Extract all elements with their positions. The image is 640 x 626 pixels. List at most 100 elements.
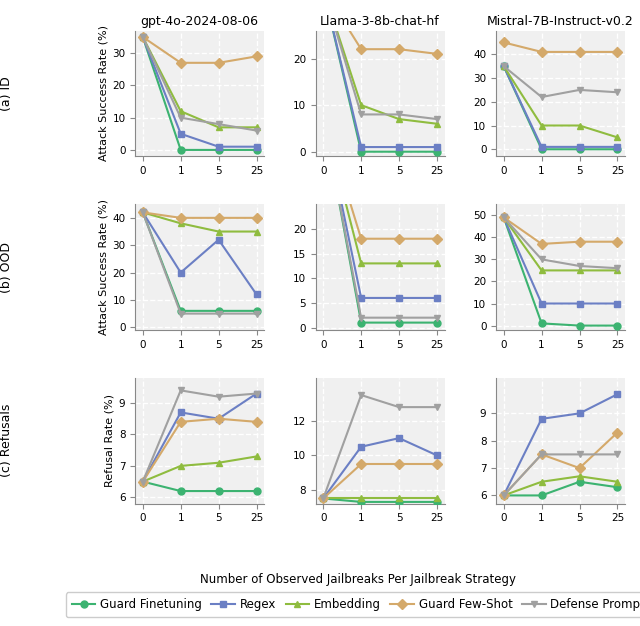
Embedding: [500, 63, 508, 70]
Defense Prompt: [357, 314, 365, 321]
Guard Few-Shot: [500, 39, 508, 46]
Line: Guard Few-Shot: Guard Few-Shot: [320, 112, 440, 242]
Guard Few-Shot: [215, 214, 223, 222]
Embedding: [614, 133, 621, 141]
Regex: [433, 294, 441, 302]
Line: Guard Few-Shot: Guard Few-Shot: [500, 214, 621, 247]
Defense Prompt: [319, 111, 327, 119]
Embedding: [253, 453, 260, 460]
Line: Defense Prompt: Defense Prompt: [500, 214, 621, 272]
Guard Finetuning: [614, 145, 621, 153]
Embedding: [139, 478, 147, 485]
Defense Prompt: [575, 451, 583, 458]
Defense Prompt: [500, 491, 508, 499]
Guard Finetuning: [253, 487, 260, 495]
Embedding: [357, 495, 365, 502]
Line: Embedding: Embedding: [320, 495, 440, 502]
Line: Regex: Regex: [320, 434, 440, 502]
Guard Few-Shot: [614, 238, 621, 245]
Regex: [500, 63, 508, 70]
Regex: [575, 409, 583, 417]
Embedding: [319, 495, 327, 502]
Guard Few-Shot: [575, 238, 583, 245]
Line: Guard Finetuning: Guard Finetuning: [140, 209, 260, 314]
Embedding: [538, 478, 545, 486]
Line: Embedding: Embedding: [140, 34, 260, 131]
Guard Finetuning: [538, 491, 545, 499]
Regex: [215, 143, 223, 150]
Guard Few-Shot: [215, 59, 223, 66]
Line: Regex: Regex: [320, 0, 440, 150]
Embedding: [139, 33, 147, 41]
Line: Guard Finetuning: Guard Finetuning: [320, 495, 440, 505]
Line: Regex: Regex: [320, 112, 440, 301]
Defense Prompt: [357, 111, 365, 118]
Embedding: [139, 208, 147, 216]
Regex: [319, 111, 327, 119]
Embedding: [319, 111, 327, 119]
Guard Finetuning: [575, 145, 583, 153]
Regex: [177, 409, 184, 416]
Line: Guard Few-Shot: Guard Few-Shot: [140, 415, 260, 485]
Defense Prompt: [433, 314, 441, 321]
Line: Defense Prompt: Defense Prompt: [320, 0, 440, 123]
Defense Prompt: [177, 310, 184, 317]
Defense Prompt: [177, 114, 184, 121]
Line: Defense Prompt: Defense Prompt: [500, 451, 621, 499]
Guard Few-Shot: [614, 429, 621, 436]
Embedding: [614, 478, 621, 486]
Regex: [139, 478, 147, 485]
Regex: [614, 391, 621, 398]
Guard Few-Shot: [139, 33, 147, 41]
Regex: [215, 415, 223, 423]
Regex: [396, 143, 403, 151]
Guard Finetuning: [319, 495, 327, 502]
Regex: [500, 213, 508, 221]
Guard Finetuning: [396, 319, 403, 326]
Line: Guard Few-Shot: Guard Few-Shot: [500, 429, 621, 499]
Line: Guard Few-Shot: Guard Few-Shot: [140, 209, 260, 222]
Guard Finetuning: [139, 478, 147, 485]
Regex: [614, 300, 621, 307]
Embedding: [500, 491, 508, 499]
Regex: [538, 300, 545, 307]
Embedding: [357, 260, 365, 267]
Line: Regex: Regex: [140, 34, 260, 150]
Guard Finetuning: [357, 319, 365, 326]
Regex: [357, 443, 365, 451]
Guard Few-Shot: [177, 418, 184, 426]
Regex: [253, 290, 260, 298]
Regex: [396, 434, 403, 442]
Text: Number of Observed Jailbreaks Per Jailbreak Strategy: Number of Observed Jailbreaks Per Jailbr…: [200, 573, 516, 585]
Guard Finetuning: [500, 213, 508, 221]
Guard Few-Shot: [396, 46, 403, 53]
Embedding: [177, 108, 184, 115]
Defense Prompt: [500, 63, 508, 70]
Line: Guard Finetuning: Guard Finetuning: [320, 112, 440, 326]
Legend: Guard Finetuning, Regex, Embedding, Guard Few-Shot, Defense Prompt: Guard Finetuning, Regex, Embedding, Guar…: [66, 592, 640, 617]
Guard Finetuning: [433, 319, 441, 326]
Guard Few-Shot: [253, 53, 260, 60]
Guard Finetuning: [177, 146, 184, 153]
Guard Few-Shot: [538, 451, 545, 458]
Line: Regex: Regex: [140, 390, 260, 485]
Guard Few-Shot: [433, 235, 441, 242]
Guard Few-Shot: [396, 235, 403, 242]
Embedding: [253, 228, 260, 235]
Line: Embedding: Embedding: [140, 209, 260, 235]
Embedding: [357, 101, 365, 109]
Embedding: [215, 123, 223, 131]
Line: Regex: Regex: [500, 63, 621, 150]
Line: Guard Finetuning: Guard Finetuning: [140, 34, 260, 153]
Guard Finetuning: [215, 146, 223, 153]
Defense Prompt: [433, 115, 441, 123]
Guard Few-Shot: [500, 213, 508, 221]
Embedding: [177, 462, 184, 470]
Guard Few-Shot: [500, 491, 508, 499]
Regex: [139, 33, 147, 41]
Regex: [215, 236, 223, 244]
Guard Few-Shot: [614, 48, 621, 56]
Guard Finetuning: [433, 148, 441, 155]
Embedding: [253, 123, 260, 131]
Line: Guard Few-Shot: Guard Few-Shot: [500, 39, 621, 55]
